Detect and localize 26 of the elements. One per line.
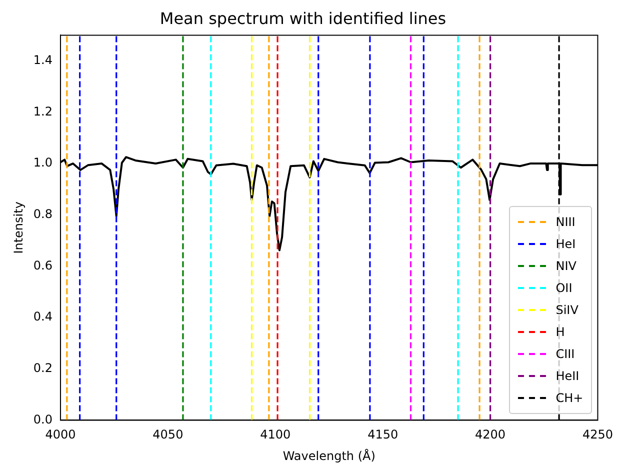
legend-label: HeI [556,237,576,252]
legend-label: NIII [556,215,576,230]
y-tick-label: 0.0 [33,412,52,426]
y-tick-label: 1.4 [33,52,52,67]
x-tick-label: 4200 [475,428,506,442]
chart-title: Mean spectrum with identified lines [160,8,446,28]
y-tick-label: 0.2 [33,360,52,375]
y-tick-label: 1.0 [33,156,52,170]
x-axis-title: Wavelength (Å) [282,448,376,463]
y-tick-label: 0.4 [33,310,52,324]
x-tick-label: 4000 [45,428,76,442]
y-tick-label: 1.2 [33,104,52,118]
x-tick-label: 4250 [582,428,614,442]
x-tick-label: 4100 [260,428,291,442]
y-tick-label: 0.6 [33,258,52,272]
y-tick-label: 0.8 [33,206,52,221]
legend-label: NIV [556,259,576,274]
y-axis-title: Intensity [11,202,26,254]
x-tick-label: 4050 [152,428,184,442]
legend-label: OII [556,281,572,296]
x-tick-label: 4150 [368,428,398,442]
legend-label: H [556,325,565,340]
legend-label: CH+ [556,391,584,406]
legend-label: SiIV [556,303,578,318]
legend-label: CIII [556,347,575,362]
legend-label: HeII [556,369,580,384]
